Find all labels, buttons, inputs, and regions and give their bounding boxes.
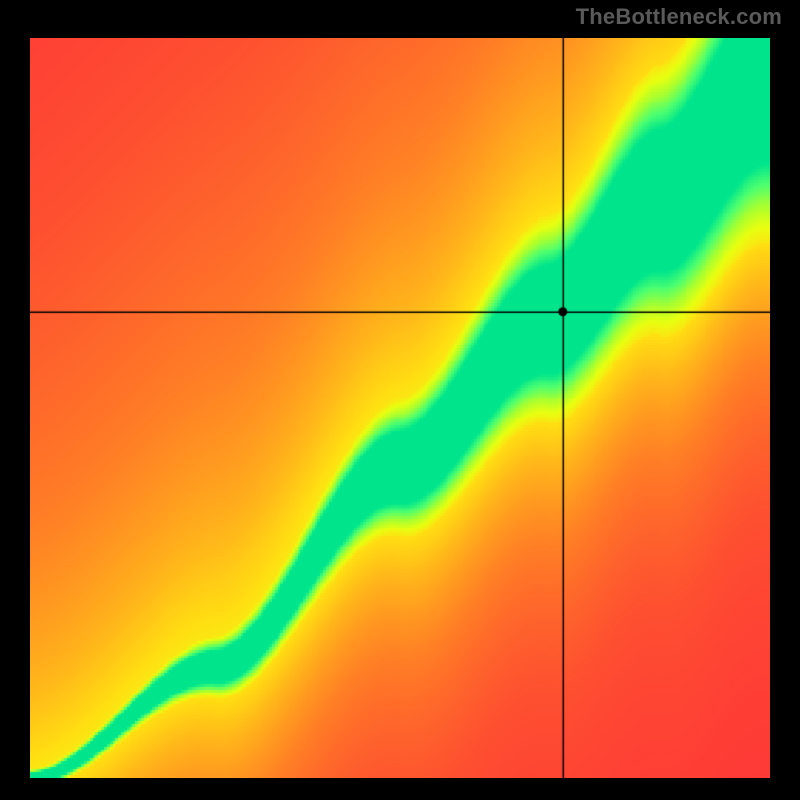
heatmap-canvas xyxy=(30,38,770,778)
heatmap-plot-area xyxy=(30,38,770,778)
watermark-text: TheBottleneck.com xyxy=(576,4,782,30)
chart-frame: TheBottleneck.com xyxy=(0,0,800,800)
